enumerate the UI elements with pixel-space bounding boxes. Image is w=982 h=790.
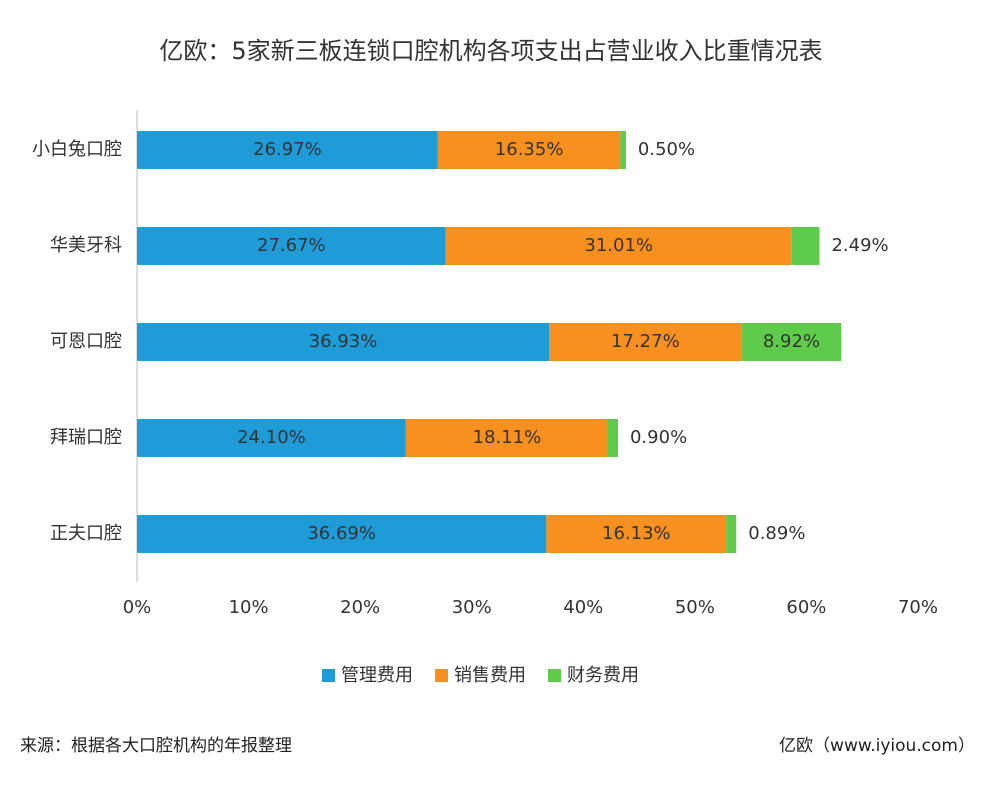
x-tick-label: 10% (229, 597, 269, 618)
bar-segment (741, 323, 842, 361)
x-tick-label: 20% (340, 597, 380, 618)
bar-segment (405, 419, 608, 457)
data-label: 36.69% (307, 523, 376, 544)
legend-label: 财务费用 (567, 665, 639, 686)
bar-segment (607, 419, 618, 457)
legend-label: 管理费用 (341, 665, 413, 686)
bar-segment (549, 323, 742, 361)
chart-title: 亿欧：5家新三板连锁口腔机构各项支出占营业收入比重情况表 (159, 37, 822, 65)
data-label: 27.67% (257, 235, 326, 256)
x-tick-label: 0% (123, 597, 152, 618)
legend-swatch (548, 669, 561, 682)
data-label: 26.97% (253, 139, 322, 160)
x-tick-label: 40% (563, 597, 603, 618)
data-label: 17.27% (611, 331, 680, 352)
bar-segment (791, 227, 820, 265)
data-label: 24.10% (237, 427, 306, 448)
data-label: 0.89% (748, 523, 805, 544)
source-note: 来源：根据各大口腔机构的年报整理 (20, 736, 292, 756)
bar-segment (445, 227, 792, 265)
category-label: 华美牙科 (50, 235, 122, 256)
data-label: 36.93% (309, 331, 378, 352)
data-label: 0.50% (638, 139, 695, 160)
data-label: 16.35% (495, 139, 564, 160)
bar-segment (137, 131, 438, 169)
data-label: 18.11% (473, 427, 542, 448)
bar-segment (137, 227, 446, 265)
bar-segment (726, 515, 737, 553)
data-label: 31.01% (584, 235, 653, 256)
data-label: 2.49% (831, 235, 888, 256)
legend-swatch (435, 669, 448, 682)
bar-segment (546, 515, 727, 553)
category-label: 拜瑞口腔 (50, 427, 122, 448)
bar-segment (620, 131, 626, 169)
x-tick-label: 30% (452, 597, 492, 618)
x-tick-label: 70% (898, 597, 938, 618)
x-tick-label: 50% (675, 597, 715, 618)
credit: 亿欧（www.iyiou.com） (779, 736, 975, 756)
data-label: 8.92% (763, 331, 820, 352)
bar-segment (137, 419, 406, 457)
data-label: 16.13% (602, 523, 671, 544)
bar-segment (137, 323, 550, 361)
category-label: 小白兔口腔 (32, 139, 122, 160)
data-label: 0.90% (630, 427, 687, 448)
category-label: 正夫口腔 (50, 523, 122, 544)
bar-segment (137, 515, 547, 553)
x-tick-label: 60% (786, 597, 826, 618)
bar-segment (437, 131, 621, 169)
legend-label: 销售费用 (454, 665, 526, 686)
category-label: 可恩口腔 (50, 331, 122, 352)
legend-swatch (322, 669, 335, 682)
